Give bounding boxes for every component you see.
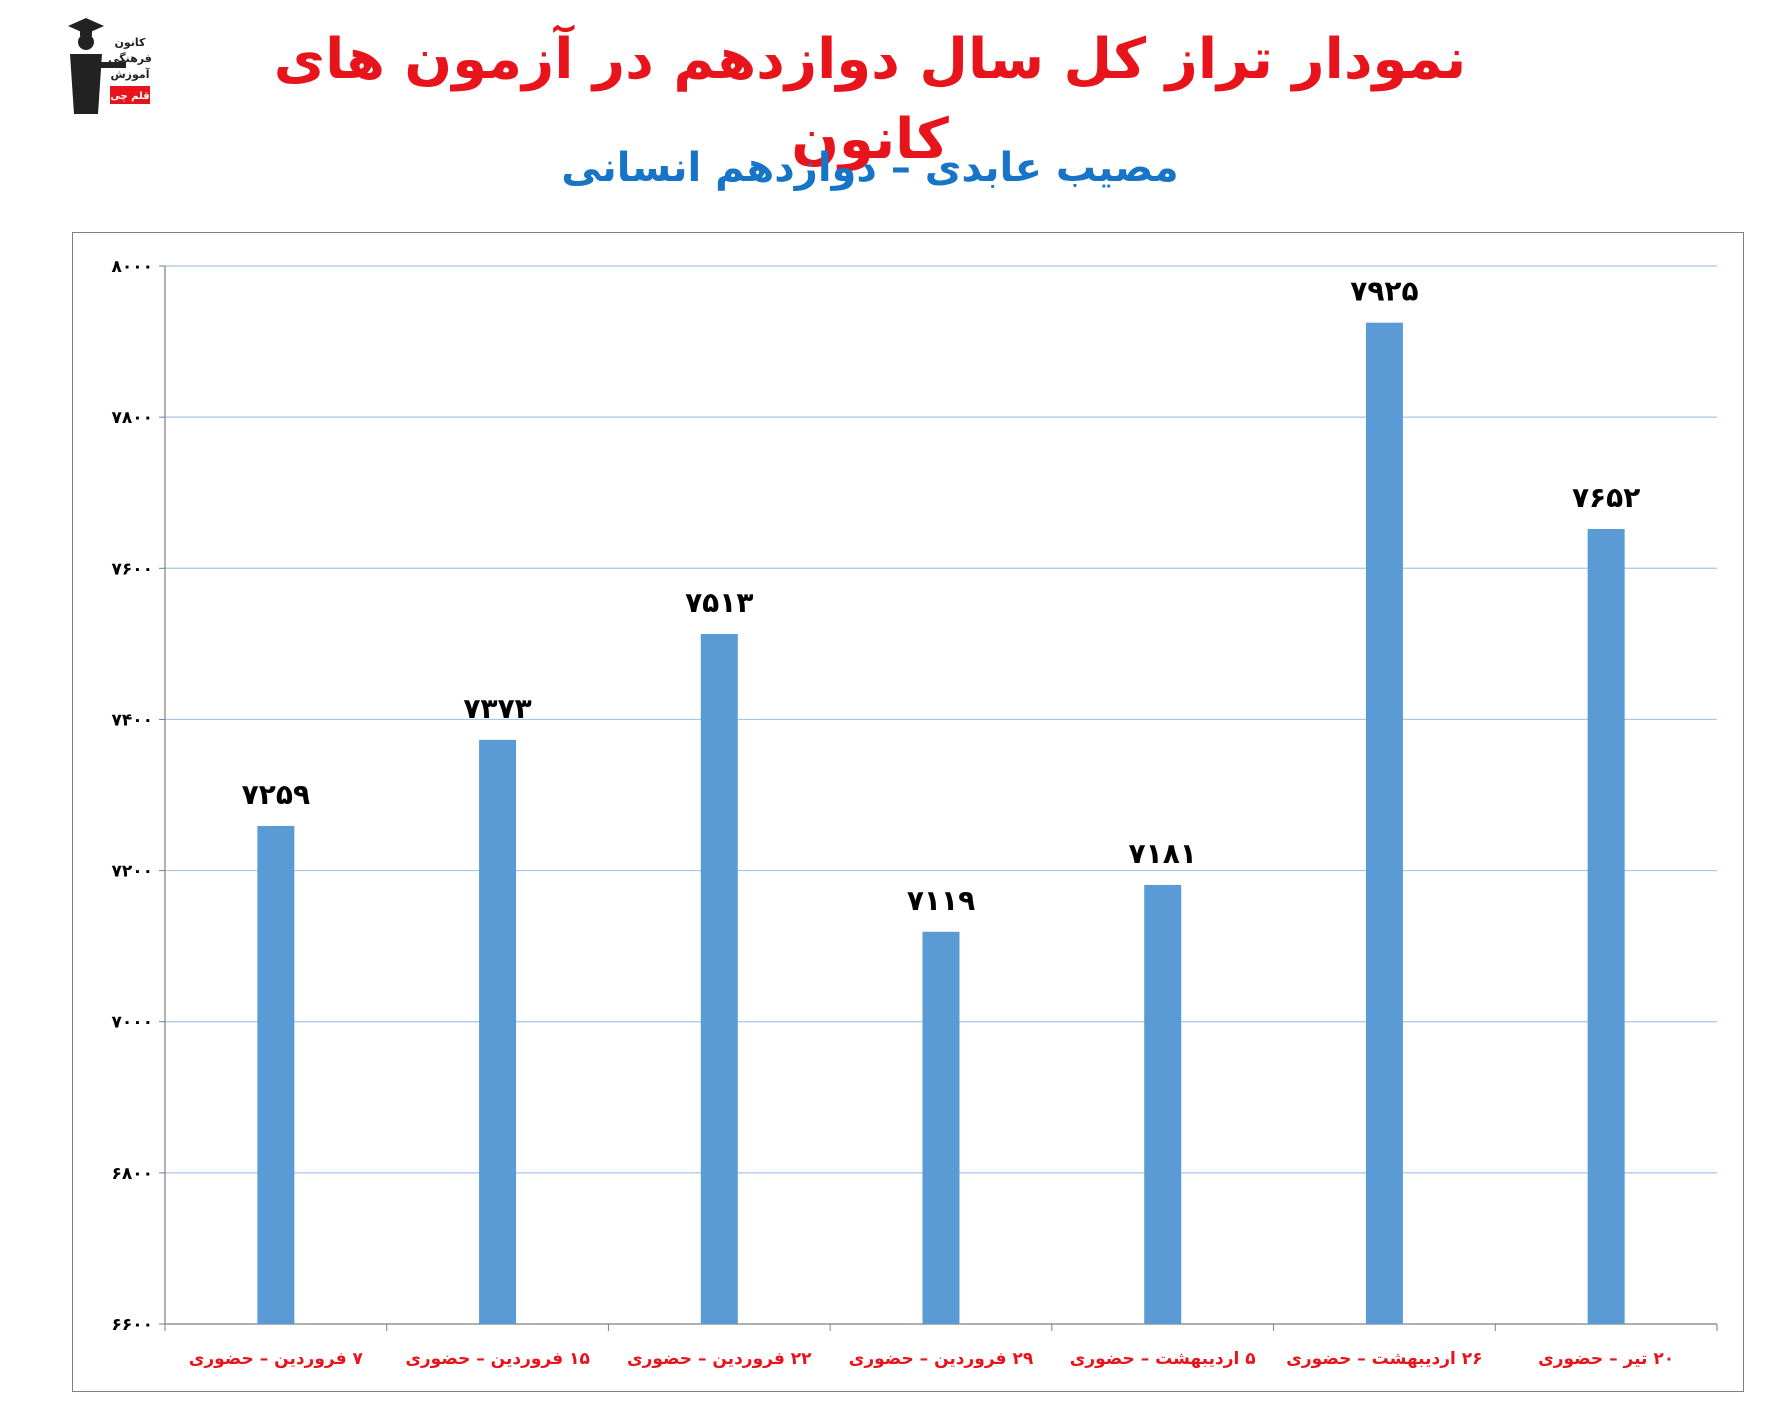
y-tick-label: ۷۶۰۰ — [111, 559, 153, 579]
logo-line-3: آموزش — [111, 67, 150, 81]
x-tick-label: ۵ اردیبهشت – حضوری — [1070, 1349, 1256, 1369]
data-label: ۷۹۲۵ — [1350, 275, 1418, 308]
x-tick-label: ۱۵ فروردین – حضوری — [405, 1349, 590, 1369]
x-tick-label: ۲۹ فروردین – حضوری — [849, 1349, 1034, 1369]
bar — [922, 931, 960, 1324]
x-tick-label: ۲۲ فروردین – حضوری — [627, 1349, 812, 1369]
y-tick-label: ۷۰۰۰ — [111, 1013, 153, 1033]
x-tick-label: ۲۶ اردیبهشت – حضوری — [1286, 1349, 1482, 1369]
bar — [1144, 884, 1182, 1324]
bars — [257, 322, 1625, 1324]
logo-line-4: قلم چی — [110, 91, 149, 102]
bar — [700, 634, 738, 1324]
data-label: ۷۱۸۱ — [1129, 837, 1197, 870]
bar — [1365, 322, 1403, 1324]
logo-line-2: فرهنگی — [108, 52, 152, 65]
data-label: ۷۲۵۹ — [242, 778, 310, 811]
data-label: ۷۵۱۳ — [685, 586, 753, 619]
logo-badge — [110, 86, 150, 104]
page-title: نمودار تراز کل سال دوازدهم در آزمون های … — [273, 27, 1467, 172]
y-tick-label: ۷۲۰۰ — [111, 862, 153, 882]
y-tick-label: ۶۸۰۰ — [111, 1164, 153, 1184]
bar — [1587, 528, 1625, 1324]
labels: ۷۲۵۹ ۷ فروردین – حضوری ۷۳۷۳ ۱۵ فروردین – حض… — [189, 275, 1674, 1369]
x-tick-label: ۷ فروردین – حضوری — [189, 1349, 364, 1369]
page-subtitle: مصیب عابدی – دوازدهم انسانی — [561, 145, 1179, 191]
x-tick-label: ۲۰ تیر – حضوری — [1538, 1349, 1674, 1369]
data-label: ۷۱۱۹ — [907, 884, 975, 917]
axes: ۶۶۰۰ ۶۸۰۰ ۷۰۰۰ ۷۲۰۰ ۷۴۰۰ ۷۶۰۰ ۷۸۰۰ ۸۰۰۰ — [111, 257, 1718, 1335]
bar — [257, 825, 295, 1324]
data-label: ۷۶۵۲ — [1572, 481, 1640, 514]
logo-line-1: کانون — [115, 36, 147, 49]
y-tick-label: ۸۰۰۰ — [111, 257, 153, 277]
y-tick-label: ۶۶۰۰ — [111, 1315, 153, 1335]
bar — [479, 739, 517, 1324]
y-tick-label: ۷۸۰۰ — [111, 408, 153, 428]
graduate-figure-icon: کانون فرهنگی آموزش قلم چی — [68, 18, 152, 114]
chart-frame — [72, 232, 1744, 1392]
kanoon-logo: کانون فرهنگی آموزش قلم چی — [58, 12, 158, 122]
data-label: ۷۳۷۳ — [463, 692, 531, 725]
y-tick-label: ۷۴۰۰ — [111, 710, 153, 730]
